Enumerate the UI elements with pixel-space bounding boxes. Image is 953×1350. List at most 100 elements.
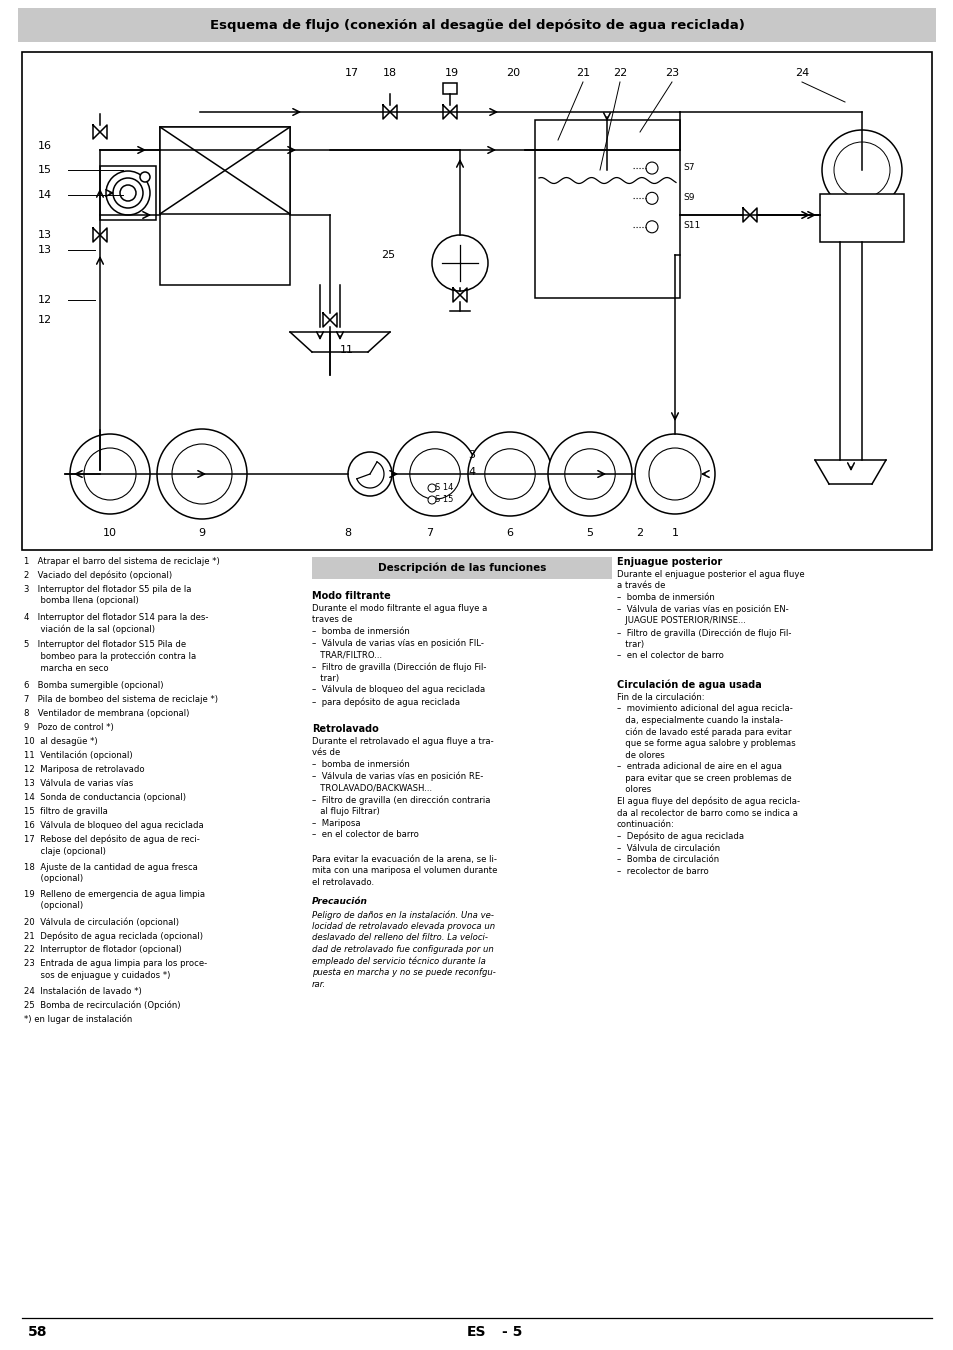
Text: Durante el modo filtrante el agua fluye a
traves de
–  bomba de inmersión
–  Vál: Durante el modo filtrante el agua fluye … — [312, 603, 487, 706]
Text: Enjuague posterior: Enjuague posterior — [617, 558, 721, 567]
Text: 12  Mariposa de retrolavado: 12 Mariposa de retrolavado — [24, 765, 145, 774]
Text: 20: 20 — [505, 68, 519, 78]
Text: Modo filtrante: Modo filtrante — [312, 591, 391, 601]
Text: 2: 2 — [636, 528, 643, 539]
Text: 12: 12 — [38, 296, 52, 305]
Circle shape — [547, 432, 631, 516]
Text: 22  Interruptor de flotador (opcional): 22 Interruptor de flotador (opcional) — [24, 945, 182, 954]
Bar — [442, 82, 456, 94]
Text: 16: 16 — [38, 140, 52, 151]
Text: ES: ES — [467, 1324, 486, 1339]
Text: 8   Ventilador de membrana (opcional): 8 Ventilador de membrana (opcional) — [24, 709, 190, 718]
Text: 21  Depósito de agua reciclada (opcional): 21 Depósito de agua reciclada (opcional) — [24, 931, 203, 941]
Circle shape — [432, 235, 488, 292]
Text: 18: 18 — [382, 68, 396, 78]
Text: Circulación de agua usada: Circulación de agua usada — [617, 680, 760, 690]
Text: 15: 15 — [38, 165, 52, 176]
Text: 18  Ajuste de la cantidad de agua fresca
      (opcional): 18 Ajuste de la cantidad de agua fresca … — [24, 863, 197, 883]
Text: S 14: S 14 — [435, 483, 453, 493]
Circle shape — [140, 171, 150, 182]
Circle shape — [645, 162, 658, 174]
Circle shape — [645, 221, 658, 232]
Text: 14  Sonda de conductancia (opcional): 14 Sonda de conductancia (opcional) — [24, 792, 186, 802]
Text: - 5: - 5 — [501, 1324, 522, 1339]
Circle shape — [106, 171, 150, 215]
Text: 2   Vaciado del depósito (opcional): 2 Vaciado del depósito (opcional) — [24, 571, 172, 580]
Bar — [535, 120, 679, 298]
Circle shape — [484, 448, 535, 500]
Text: 13: 13 — [38, 230, 52, 240]
Text: 4: 4 — [468, 467, 475, 477]
Text: 11  Ventilación (opcional): 11 Ventilación (opcional) — [24, 751, 132, 760]
Text: 19: 19 — [444, 68, 458, 78]
Circle shape — [348, 452, 392, 495]
Text: 25: 25 — [380, 250, 395, 261]
Text: 4   Interruptor del flotador S14 para la des-
      viación de la sal (opcional): 4 Interruptor del flotador S14 para la d… — [24, 613, 209, 633]
Text: 25  Bomba de recirculación (Opción): 25 Bomba de recirculación (Opción) — [24, 1000, 180, 1011]
Text: 5: 5 — [586, 528, 593, 539]
Bar — [160, 127, 290, 285]
Text: 16  Válvula de bloqueo del agua reciclada: 16 Válvula de bloqueo del agua reciclada — [24, 821, 204, 830]
Text: 1: 1 — [671, 528, 678, 539]
Circle shape — [635, 433, 714, 514]
Text: 19  Relleno de emergencia de agua limpia
      (opcional): 19 Relleno de emergencia de agua limpia … — [24, 890, 205, 910]
Circle shape — [172, 444, 232, 504]
Text: *) en lugar de instalación: *) en lugar de instalación — [24, 1015, 132, 1025]
Circle shape — [821, 130, 901, 211]
Text: 1   Atrapar el barro del sistema de reciclaje *): 1 Atrapar el barro del sistema de recicl… — [24, 558, 219, 566]
Bar — [160, 127, 290, 213]
Text: 13: 13 — [38, 244, 52, 255]
Text: S11: S11 — [682, 221, 700, 231]
Circle shape — [410, 448, 459, 500]
Text: 13  Válvula de varias vías: 13 Válvula de varias vías — [24, 779, 133, 788]
Text: 3   Interruptor del flotador S5 pila de la
      bomba llena (opcional): 3 Interruptor del flotador S5 pila de la… — [24, 585, 192, 605]
Text: 3: 3 — [468, 450, 475, 460]
Text: 7: 7 — [426, 528, 433, 539]
Text: Retrolavado: Retrolavado — [312, 724, 378, 734]
Text: 17  Rebose del depósito de agua de reci-
      claje (opcional): 17 Rebose del depósito de agua de reci- … — [24, 836, 200, 856]
Circle shape — [833, 142, 889, 198]
Text: Esquema de flujo (conexión al desagüe del depósito de agua reciclada): Esquema de flujo (conexión al desagüe de… — [210, 19, 743, 31]
Text: S9: S9 — [682, 193, 694, 201]
Text: 10  al desagüe *): 10 al desagüe *) — [24, 737, 97, 747]
Text: Durante el retrolavado el agua fluye a tra-
vés de
–  bomba de inmersión
–  Válv: Durante el retrolavado el agua fluye a t… — [312, 737, 494, 838]
Circle shape — [157, 429, 247, 518]
Circle shape — [648, 448, 700, 500]
Bar — [312, 558, 612, 579]
Text: 17: 17 — [345, 68, 358, 78]
Text: 9   Pozo de control *): 9 Pozo de control *) — [24, 724, 113, 732]
Text: S7: S7 — [682, 162, 694, 171]
Text: 20  Válvula de circulación (opcional): 20 Válvula de circulación (opcional) — [24, 918, 179, 927]
Text: 12: 12 — [38, 315, 52, 325]
Text: 21: 21 — [576, 68, 590, 78]
Text: 23  Entrada de agua limpia para los proce-
      sos de enjuague y cuidados *): 23 Entrada de agua limpia para los proce… — [24, 960, 207, 980]
Text: 7   Pila de bombeo del sistema de reciclaje *): 7 Pila de bombeo del sistema de reciclaj… — [24, 695, 218, 703]
Text: 8: 8 — [344, 528, 352, 539]
Circle shape — [645, 192, 658, 204]
Text: Precaución: Precaución — [312, 896, 368, 906]
Text: Para evitar la evacuación de la arena, se li-
mita con una mariposa el volumen d: Para evitar la evacuación de la arena, s… — [312, 855, 497, 887]
Circle shape — [428, 495, 436, 504]
Text: 14: 14 — [38, 190, 52, 200]
Text: 23: 23 — [664, 68, 679, 78]
Circle shape — [393, 432, 476, 516]
Bar — [820, 194, 903, 242]
Bar — [18, 8, 935, 42]
Bar — [22, 53, 931, 549]
Text: 5   Interruptor del flotador S15 Pila de
      bombeo para la protección contra : 5 Interruptor del flotador S15 Pila de b… — [24, 640, 196, 672]
Text: Durante el enjuague posterior el agua fluye
a través de
–  bomba de inmersión
– : Durante el enjuague posterior el agua fl… — [617, 570, 803, 660]
Text: 10: 10 — [103, 528, 117, 539]
Text: 22: 22 — [612, 68, 626, 78]
Text: S 15: S 15 — [435, 495, 453, 505]
Text: 15  filtro de gravilla: 15 filtro de gravilla — [24, 807, 108, 815]
Text: Fin de la circulación:
–  movimiento adicional del agua recicla-
   da, especial: Fin de la circulación: – movimiento adic… — [617, 693, 800, 876]
Circle shape — [468, 432, 552, 516]
Circle shape — [120, 185, 136, 201]
Circle shape — [84, 448, 136, 500]
Bar — [100, 166, 156, 220]
Text: 58: 58 — [28, 1324, 48, 1339]
Text: 24  Instalación de lavado *): 24 Instalación de lavado *) — [24, 987, 142, 996]
Text: Peligro de daños en la instalación. Una ve-
locidad de retrolavado elevada provo: Peligro de daños en la instalación. Una … — [312, 910, 496, 988]
Text: Descripción de las funciones: Descripción de las funciones — [377, 563, 546, 574]
Text: 6: 6 — [506, 528, 513, 539]
